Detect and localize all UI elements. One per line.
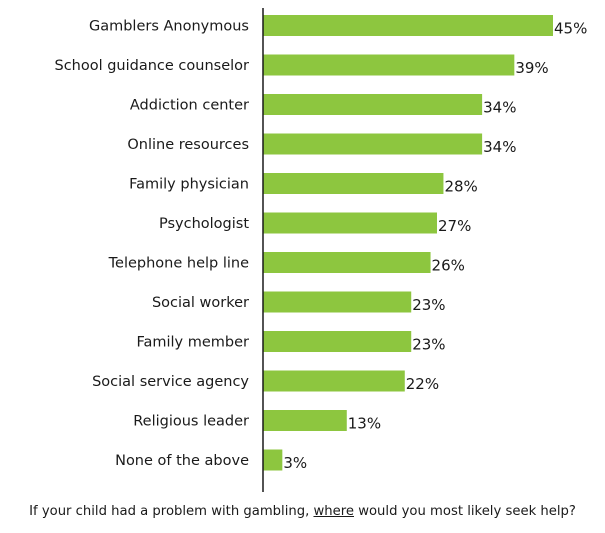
category-label-none-of-the-above: None of the above xyxy=(115,453,249,469)
category-label-gamblers-anonymous: Gamblers Anonymous xyxy=(89,19,249,35)
bar-social-service-agency xyxy=(263,370,405,392)
bar-psychologist xyxy=(263,212,437,234)
bar-school-guidance-counselor xyxy=(263,54,515,76)
category-label-psychologist: Psychologist xyxy=(159,216,249,232)
bar-online-resources xyxy=(263,133,483,155)
value-label-psychologist: 27% xyxy=(438,217,471,235)
value-labels-group: 45% 39% 34% 34% 28% 27% 26% 23% 23% 22% 13% 3% xyxy=(283,20,587,473)
bar-family-physician xyxy=(263,173,444,194)
caption-text-after: would you most likely seek help? xyxy=(354,504,576,519)
value-label-family-physician: 28% xyxy=(444,178,477,196)
value-label-religious-leader: 13% xyxy=(348,415,381,433)
value-label-telephone-help-line: 26% xyxy=(432,257,465,275)
value-label-addiction-center: 34% xyxy=(483,99,516,117)
category-label-family-member: Family member xyxy=(136,335,249,351)
bar-telephone-help-line xyxy=(263,252,431,273)
bars-group xyxy=(263,15,553,471)
bar-gamblers-anonymous xyxy=(263,15,553,36)
value-label-online-resources: 34% xyxy=(483,138,516,156)
category-labels-group: Gamblers Anonymous School guidance counse… xyxy=(54,19,249,470)
category-label-online-resources: Online resources xyxy=(127,137,249,153)
bar-addiction-center xyxy=(263,94,483,115)
caption-text-before: If your child had a problem with gamblin… xyxy=(29,504,314,519)
category-label-family-physician: Family physician xyxy=(129,177,249,193)
value-label-social-worker: 23% xyxy=(412,296,445,314)
category-label-telephone-help-line: Telephone help line xyxy=(108,256,249,272)
category-label-school-guidance-counselor: School guidance counselor xyxy=(54,58,249,74)
bar-religious-leader xyxy=(263,410,347,431)
caption-emphasis: where xyxy=(313,504,354,519)
category-label-social-service-agency: Social service agency xyxy=(92,374,249,390)
bar-family-member xyxy=(263,331,412,352)
bar-none-of-the-above xyxy=(263,449,283,471)
category-label-social-worker: Social worker xyxy=(152,295,249,311)
value-label-none-of-the-above: 3% xyxy=(283,454,307,472)
category-label-religious-leader: Religious leader xyxy=(133,414,249,430)
category-label-addiction-center: Addiction center xyxy=(130,98,249,114)
value-label-family-member: 23% xyxy=(412,336,445,354)
bar-social-worker xyxy=(263,291,412,313)
value-label-school-guidance-counselor: 39% xyxy=(515,59,548,77)
value-label-social-service-agency: 22% xyxy=(406,375,439,393)
value-label-gamblers-anonymous: 45% xyxy=(554,20,587,38)
chart-caption: If your child had a problem with gamblin… xyxy=(0,504,605,519)
